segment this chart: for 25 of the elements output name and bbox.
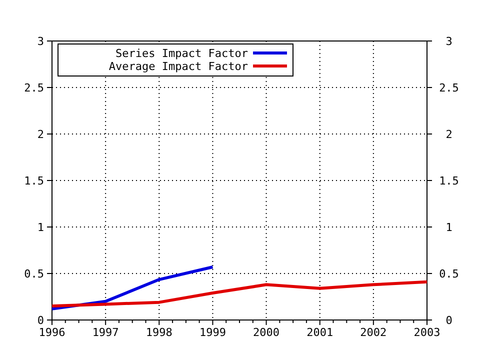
x-tick-label: 1997 <box>92 326 119 339</box>
x-tick-label: 2000 <box>253 326 280 339</box>
y-tick-label: 3 <box>37 35 44 48</box>
y-tick-label: 0.5 <box>24 268 44 280</box>
y-tick-label: 1 <box>37 221 44 234</box>
y2-tick-label: 2 <box>446 128 452 141</box>
y2-tick-label: 0 <box>446 314 452 327</box>
y-tick-label: 2.5 <box>24 82 44 94</box>
legend-label: Series Impact Factor <box>116 47 248 60</box>
x-tick-label: 1999 <box>199 326 226 339</box>
y-tick-label: 2 <box>37 128 44 141</box>
y2-tick-label: 1 <box>446 221 452 234</box>
y2-tick-label: 1.5 <box>439 174 459 188</box>
x-tick-label: 1998 <box>146 326 172 339</box>
line-series <box>50 280 428 308</box>
x-tick-label: 2001 <box>306 326 334 339</box>
y2-tick-label: 3 <box>446 35 452 48</box>
x-tick-label: 2003 <box>414 326 440 339</box>
y2-tick-label: 0.5 <box>439 268 459 280</box>
x-tick-label: 2002 <box>360 326 387 339</box>
y-tick-label: 0 <box>37 314 44 327</box>
x-tick-label: 1996 <box>38 326 66 339</box>
y2-tick-label: 2.5 <box>439 82 459 94</box>
y-tick-label: 1.5 <box>24 174 44 188</box>
legend-label: Average Impact Factor <box>108 60 248 73</box>
